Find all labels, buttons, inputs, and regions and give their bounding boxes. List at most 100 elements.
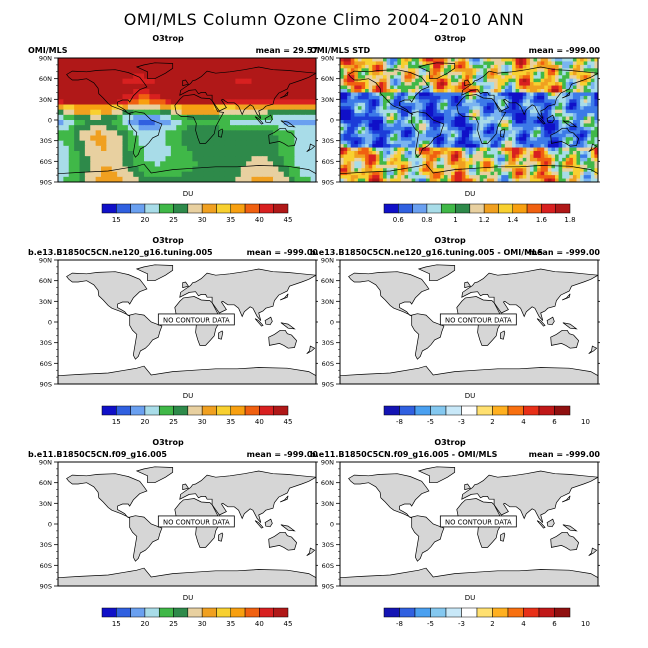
colorbar-label: DU <box>183 594 194 602</box>
field-cell <box>133 58 140 64</box>
field-cell <box>483 106 488 111</box>
field-cell <box>354 133 359 138</box>
field-cell <box>208 89 215 95</box>
field-cell <box>458 161 463 166</box>
field-cell <box>537 157 542 162</box>
field-cell <box>440 102 445 107</box>
field-cell <box>154 99 161 106</box>
field-cell <box>230 63 236 69</box>
field-cell <box>587 106 592 111</box>
field-cell <box>187 89 193 95</box>
field-cell <box>580 157 585 162</box>
field-cell <box>418 68 424 73</box>
field-cell <box>350 106 355 111</box>
field-cell <box>555 78 560 83</box>
field-cell <box>224 145 231 152</box>
field-cell <box>273 89 279 95</box>
field-cell <box>343 82 348 87</box>
field-cell <box>458 92 463 97</box>
field-cell <box>240 145 247 152</box>
field-cell <box>340 140 345 145</box>
field-cell <box>461 120 467 125</box>
field-cell <box>426 130 431 135</box>
field-cell <box>547 154 553 159</box>
field-cell <box>519 102 524 107</box>
field-cell <box>240 176 247 182</box>
field-cell <box>246 94 253 100</box>
field-cell <box>522 144 527 149</box>
field-cell <box>354 78 359 83</box>
field-cell <box>278 145 285 152</box>
field-cell <box>372 78 377 83</box>
field-cell <box>240 125 247 131</box>
field-cell <box>440 164 445 169</box>
field-cell <box>154 145 161 152</box>
field-cell <box>310 140 316 147</box>
field-cell <box>58 125 64 131</box>
field-cell <box>580 130 585 135</box>
figure-title: OMI/MLS Column Ozone Climo 2004–2010 ANN <box>123 10 525 29</box>
field-cell <box>515 92 520 97</box>
field-cell <box>569 92 574 97</box>
field-cell <box>58 104 64 111</box>
field-cell <box>458 133 463 138</box>
field-cell <box>251 83 258 90</box>
field-cell <box>383 161 388 166</box>
field-cell <box>390 130 395 135</box>
field-cell <box>400 106 406 111</box>
field-cell <box>544 92 549 97</box>
field-cell <box>192 176 199 182</box>
field-cell <box>479 144 484 149</box>
field-cell <box>235 140 242 147</box>
field-cell <box>379 58 384 63</box>
field-cell <box>583 164 588 169</box>
field-cell <box>404 68 409 73</box>
field-cell <box>383 120 388 125</box>
field-cell <box>522 130 527 135</box>
field-cell <box>512 171 517 176</box>
field-cell <box>144 145 150 152</box>
field-cell <box>63 130 70 137</box>
field-cell <box>547 130 553 135</box>
field-cell <box>90 63 97 69</box>
field-cell <box>283 114 290 121</box>
colorbar-swatch <box>158 607 174 618</box>
field-cell <box>594 75 598 80</box>
field-cell <box>365 154 370 159</box>
field-cell <box>422 171 427 176</box>
field-cell <box>547 164 553 169</box>
field-cell <box>486 71 492 76</box>
field-cell <box>418 106 424 111</box>
field-cell <box>230 156 236 162</box>
field-cell <box>111 176 118 182</box>
field-cell <box>587 116 592 121</box>
field-cell <box>299 145 306 152</box>
field-cell <box>433 58 438 63</box>
field-cell <box>526 58 531 63</box>
field-cell <box>74 89 81 95</box>
field-cell <box>289 63 296 69</box>
field-cell <box>79 151 86 157</box>
field-cell <box>74 140 81 147</box>
field-cell <box>192 130 199 137</box>
field-cell <box>379 178 384 182</box>
field-cell <box>572 102 578 107</box>
field-cell <box>390 144 395 149</box>
field-cell <box>572 126 578 131</box>
field-cell <box>79 104 86 111</box>
field-cell <box>192 109 199 116</box>
field-cell <box>267 120 274 126</box>
field-cell <box>426 68 431 73</box>
continent-outline <box>536 318 546 327</box>
field-cell <box>357 178 363 182</box>
field-cell <box>461 71 467 76</box>
field-cell <box>404 120 409 125</box>
field-cell <box>454 95 459 100</box>
field-cell <box>117 171 124 178</box>
field-cell <box>587 78 592 83</box>
field-cell <box>458 75 463 80</box>
field-cell <box>490 161 495 166</box>
field-cell <box>224 99 231 106</box>
field-cell <box>278 104 285 111</box>
